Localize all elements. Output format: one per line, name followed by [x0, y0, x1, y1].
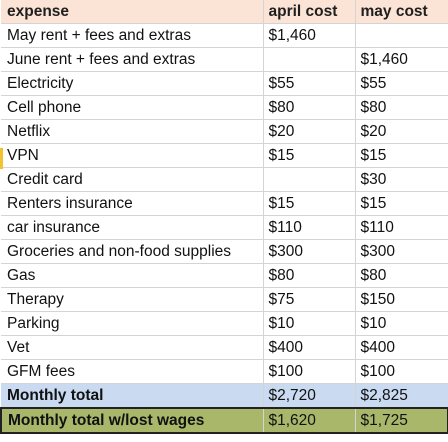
cell-expense[interactable]: Gas	[1, 263, 264, 288]
table-row: Renters insurance $15 $15	[1, 191, 448, 216]
cell-april[interactable]: $55	[263, 71, 356, 96]
cell-expense[interactable]: June rent + fees and extras	[1, 47, 264, 72]
cell-may[interactable]: $400	[355, 335, 448, 360]
table-row: Parking $10 $10	[1, 311, 448, 336]
cell-april[interactable]: $80	[263, 263, 356, 288]
cell-april[interactable]: $10	[263, 311, 356, 336]
cell-may[interactable]: $20	[355, 119, 448, 144]
cell-may[interactable]: $15	[355, 143, 448, 168]
cell-may[interactable]: $80	[355, 263, 448, 288]
cell-april[interactable]: $300	[263, 239, 356, 264]
monthly-total-row: Monthly total $2,720 $2,825	[1, 383, 448, 409]
cell-expense[interactable]: Netflix	[1, 119, 264, 144]
cell-may[interactable]: $100	[355, 359, 448, 384]
header-cell-expense[interactable]: expense	[1, 0, 264, 24]
table-row: Credit card $30	[1, 167, 448, 192]
cell-april[interactable]: $20	[263, 119, 356, 144]
cell-may[interactable]: $15	[355, 191, 448, 216]
cell-expense[interactable]: GFM fees	[1, 359, 264, 384]
table-row: VPN $15 $15	[1, 143, 448, 168]
cell-may[interactable]: $55	[355, 71, 448, 96]
cell-april[interactable]: $400	[263, 335, 356, 360]
cell-april[interactable]: $15	[263, 191, 356, 216]
total-april[interactable]: $2,720	[263, 383, 356, 409]
table-row: Therapy $75 $150	[1, 287, 448, 312]
cell-may[interactable]: $300	[355, 239, 448, 264]
cell-april[interactable]: $80	[263, 95, 356, 120]
table-row: Cell phone $80 $80	[1, 95, 448, 120]
cell-may[interactable]: $1,460	[355, 47, 448, 72]
cell-expense[interactable]: Groceries and non-food supplies	[1, 239, 264, 264]
table-row: May rent + fees and extras $1,460	[1, 23, 448, 48]
lost-wages-may[interactable]: $1,725	[355, 407, 448, 434]
cell-expense[interactable]: Parking	[1, 311, 264, 336]
table-row: Electricity $55 $55	[1, 71, 448, 96]
cell-expense[interactable]: Credit card	[1, 167, 264, 192]
lost-wages-label[interactable]: Monthly total w/lost wages	[0, 407, 264, 434]
cell-april[interactable]: $110	[263, 215, 356, 240]
cell-may[interactable]: $150	[355, 287, 448, 312]
table-row: Netflix $20 $20	[1, 119, 448, 144]
table-row: Groceries and non-food supplies $300 $300	[1, 239, 448, 264]
cell-may[interactable]: $80	[355, 95, 448, 120]
cell-may[interactable]	[355, 23, 448, 48]
header-cell-april[interactable]: april cost	[263, 0, 356, 24]
table-row: GFM fees $100 $100	[1, 359, 448, 384]
table-row: Gas $80 $80	[1, 263, 448, 288]
cell-april[interactable]: $15	[263, 143, 356, 168]
cell-may[interactable]: $10	[355, 311, 448, 336]
cell-expense[interactable]: Electricity	[1, 71, 264, 96]
cell-expense[interactable]: car insurance	[1, 215, 264, 240]
cell-expense[interactable]: Therapy	[1, 287, 264, 312]
row-selection-marker	[0, 148, 3, 169]
total-label[interactable]: Monthly total	[1, 383, 264, 409]
lost-wages-april[interactable]: $1,620	[263, 407, 356, 434]
cell-expense[interactable]: VPN	[1, 143, 264, 168]
cell-expense[interactable]: Renters insurance	[1, 191, 264, 216]
cell-expense[interactable]: May rent + fees and extras	[1, 23, 264, 48]
cell-expense[interactable]: Cell phone	[1, 95, 264, 120]
cell-expense[interactable]: Vet	[1, 335, 264, 360]
table-row: Vet $400 $400	[1, 335, 448, 360]
cell-april[interactable]: $75	[263, 287, 356, 312]
table-row: car insurance $110 $110	[1, 215, 448, 240]
cell-may[interactable]: $30	[355, 167, 448, 192]
table-row: June rent + fees and extras $1,460	[1, 47, 448, 72]
cell-april[interactable]: $1,460	[263, 23, 356, 48]
cell-may[interactable]: $110	[355, 215, 448, 240]
cell-april[interactable]	[263, 47, 356, 72]
monthly-total-lost-wages-row: Monthly total w/lost wages $1,620 $1,725	[0, 407, 448, 434]
cell-april[interactable]: $100	[263, 359, 356, 384]
header-cell-may[interactable]: may cost	[355, 0, 448, 24]
header-row: expense april cost may cost	[1, 0, 448, 24]
cell-april[interactable]	[263, 167, 356, 192]
total-may[interactable]: $2,825	[355, 383, 448, 409]
